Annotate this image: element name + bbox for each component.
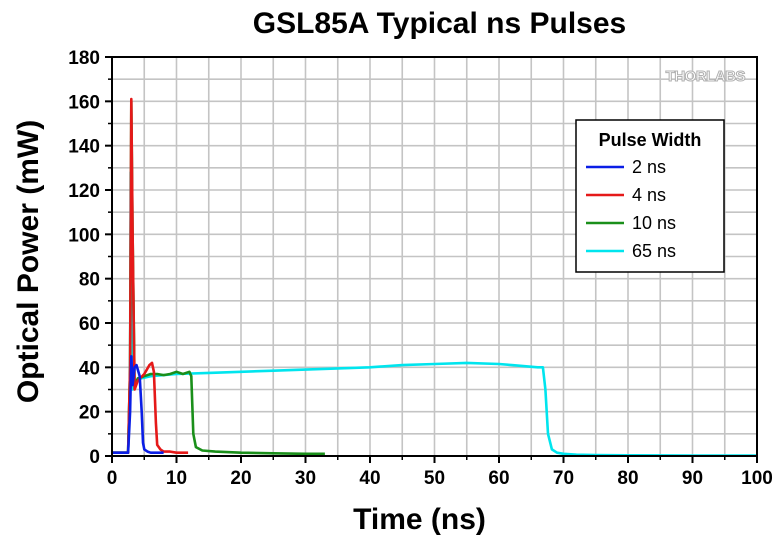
y-axis-label: Optical Power (mW) [12,120,45,403]
x-tick-label: 40 [359,468,380,489]
chart-title: GSL85A Typical ns Pulses [253,7,626,40]
axis-ticks: 0 10 20 30 40 50 60 70 80 90 100 0 20 40 60 80 100 120 140… [68,48,773,489]
x-tick-label: 90 [682,468,703,489]
y-tick-label: 60 [79,314,100,335]
grid [111,56,758,457]
legend-entry-label: 4 ns [632,185,666,205]
legend-title: Pulse Width [599,130,702,150]
y-tick-label: 120 [68,181,100,202]
y-tick-label: 100 [68,225,100,246]
series-line-4-ns [112,97,189,455]
y-tick-label: 0 [89,447,100,468]
legend-entry-label: 2 ns [632,157,666,177]
y-tick-label: 140 [68,137,100,158]
x-tick-label: 20 [230,468,251,489]
watermark-text: THORLABS [666,68,746,85]
x-axis-label: Time (ns) [353,503,486,536]
thorlabs-watermark: THORLABS [665,68,746,86]
x-tick-label: 100 [741,468,773,489]
legend: Pulse Width 2 ns 4 ns 10 ns 65 ns [575,119,725,273]
y-tick-label: 20 [79,403,100,424]
y-tick-label: 180 [68,48,100,69]
series-line-2-ns [112,354,164,455]
x-tick-label: 30 [295,468,316,489]
y-tick-label: 40 [79,358,100,379]
x-tick-label: 0 [107,468,118,489]
legend-entry-label: 65 ns [632,241,676,261]
series-lines [112,97,757,457]
legend-entry-label: 10 ns [632,213,676,233]
x-tick-label: 70 [553,468,574,489]
x-tick-label: 10 [166,468,187,489]
x-tick-label: 80 [617,468,638,489]
y-tick-label: 160 [68,92,100,113]
y-tick-label: 80 [79,270,100,291]
x-tick-label: 50 [424,468,445,489]
x-tick-label: 60 [488,468,509,489]
